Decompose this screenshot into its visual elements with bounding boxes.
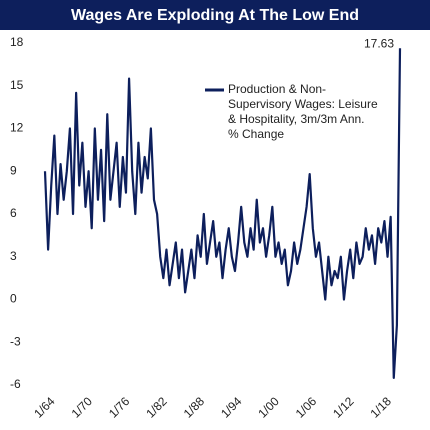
x-tick-label: 1/76 [106,394,133,421]
legend-label: Production & Non-Supervisory Wages: Leis… [228,82,378,141]
x-tick-label: 1/88 [181,394,208,421]
x-tick-label: 1/82 [143,394,170,421]
y-tick-label: -6 [10,377,21,391]
y-tick-label: 15 [10,78,24,92]
y-tick-label: 6 [10,206,17,220]
line [43,48,402,379]
title-bar [0,0,430,30]
x-tick-label: 1/18 [368,394,395,421]
chart-title: Wages Are Exploding At The Low End [71,7,359,24]
x-tick-label: 1/94 [218,394,245,421]
x-tick-label: 1/70 [69,394,96,421]
x-tick-label: 1/12 [330,394,357,421]
x-tick-label: 1/06 [293,394,320,421]
y-tick-label: -3 [10,334,21,348]
y-tick-label: 3 [10,249,17,263]
y-tick-label: 0 [10,292,17,306]
x-tick-label: 1/00 [255,394,282,421]
y-tick-label: 12 [10,121,24,135]
data-label: 17.63 [364,36,394,50]
y-tick-label: 9 [10,163,17,177]
x-tick-label: 1/64 [31,394,58,421]
y-tick-label: 18 [10,35,24,49]
